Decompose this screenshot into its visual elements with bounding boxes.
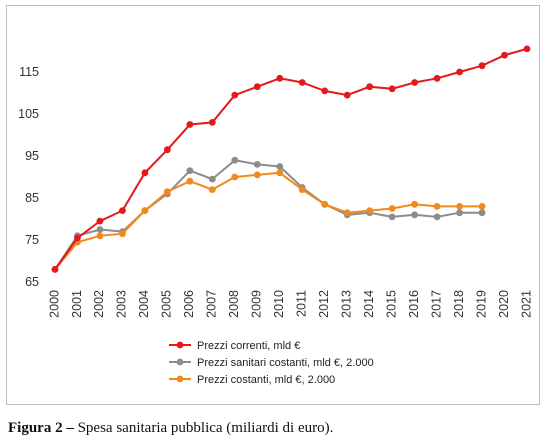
- legend-swatch-marker: [176, 375, 184, 383]
- data-point: [231, 156, 239, 164]
- data-point: [119, 230, 126, 238]
- x-tick-label: 2006: [182, 290, 196, 318]
- data-point: [231, 91, 239, 99]
- caption-label: Figura 2 –: [8, 420, 74, 436]
- legend-label: Prezzi sanitari costanti, mld €, 2.000: [197, 357, 374, 369]
- data-point: [433, 203, 441, 210]
- data-point: [276, 169, 284, 177]
- series-line-prezzi-costanti-mld-2-000: [54, 171, 482, 271]
- x-tick-label: 2009: [250, 290, 264, 318]
- data-point: [478, 62, 486, 70]
- x-tick-label: 2005: [160, 290, 174, 318]
- data-point: [141, 207, 149, 215]
- x-tick-label: 2000: [47, 290, 61, 318]
- data-point: [276, 163, 284, 170]
- data-point: [343, 91, 351, 99]
- x-tick-label: 2017: [429, 290, 443, 318]
- data-point: [208, 119, 216, 126]
- legend-swatch-marker: [176, 341, 184, 349]
- data-point: [298, 186, 306, 194]
- data-point: [253, 161, 261, 168]
- data-point: [96, 217, 104, 225]
- data-point: [433, 213, 441, 221]
- data-point: [478, 203, 486, 210]
- x-tick-label: 2018: [452, 290, 466, 318]
- data-point: [388, 205, 396, 212]
- data-point: [253, 171, 261, 179]
- x-tick-label: 2020: [497, 290, 511, 318]
- x-tick-label: 2007: [205, 290, 219, 318]
- data-point: [96, 226, 104, 233]
- data-point: [141, 169, 149, 177]
- legend-label: Prezzi costanti, mld €, 2.000: [197, 374, 335, 386]
- data-point: [253, 83, 261, 91]
- data-point: [366, 207, 374, 215]
- data-point: [478, 209, 486, 217]
- data-point: [456, 203, 463, 210]
- data-point: [366, 83, 374, 91]
- x-tick-label: 2014: [362, 290, 376, 318]
- data-point: [411, 211, 419, 219]
- x-tick-label: 2001: [70, 290, 84, 318]
- y-tick-label: 95: [25, 149, 39, 163]
- legend-label: Prezzi correnti, mld €: [197, 340, 300, 352]
- y-tick-label: 105: [18, 107, 39, 121]
- x-tick-label: 2011: [295, 290, 309, 317]
- data-point: [119, 207, 126, 215]
- data-point: [501, 51, 508, 59]
- data-point: [163, 188, 171, 196]
- data-point: [433, 74, 441, 82]
- data-point: [186, 167, 194, 175]
- data-point: [186, 177, 194, 185]
- data-point: [456, 209, 463, 217]
- data-point: [208, 186, 216, 194]
- x-tick-label: 2010: [272, 290, 286, 318]
- data-point: [298, 79, 306, 86]
- data-point: [321, 200, 329, 208]
- data-point: [51, 266, 59, 273]
- legend: Prezzi correnti, mld € Prezzi sanitari co…: [169, 340, 374, 386]
- x-tick-label: 2008: [227, 290, 241, 318]
- data-point: [208, 175, 216, 183]
- data-point: [388, 213, 396, 221]
- data-point: [321, 87, 329, 95]
- x-tick-label: 2013: [339, 290, 353, 318]
- data-point: [411, 79, 419, 86]
- data-point: [343, 209, 351, 217]
- series-line-prezzi-sanitari-costanti-mld-2-000: [54, 159, 482, 270]
- x-tick-label: 2019: [474, 290, 488, 318]
- x-tick-label: 2016: [407, 290, 421, 318]
- legend-swatch-marker: [176, 358, 184, 366]
- data-point: [231, 173, 239, 181]
- y-tick-label: 65: [25, 275, 39, 289]
- data-point: [523, 45, 531, 53]
- x-axis-ticks: 2000 2001 2002 2003 2004 2005 2006 2007 2008 2009…: [47, 290, 533, 318]
- data-point: [163, 146, 171, 154]
- y-axis-ticks: 65 75 85 95 105 115: [18, 65, 39, 289]
- series-line-prezzi-correnti-mld: [54, 47, 528, 270]
- y-tick-label: 75: [25, 233, 39, 247]
- x-tick-label: 2012: [317, 290, 331, 318]
- data-point: [96, 232, 104, 240]
- data-point: [74, 234, 81, 242]
- x-tick-label: 2004: [137, 290, 151, 318]
- caption-text: Spesa sanitaria pubblica (miliardi di eu…: [77, 420, 334, 436]
- chart-frame: 65 75 85 95 105 115 2000 2001 2002 2003 2004 2005 2…: [6, 5, 540, 405]
- figure-caption: Figura 2 – Spesa sanitaria pubblica (mil…: [8, 420, 333, 437]
- data-point: [411, 200, 419, 208]
- y-tick-label: 85: [25, 191, 39, 205]
- data-point: [388, 85, 396, 93]
- x-tick-label: 2003: [115, 290, 129, 318]
- y-tick-label: 115: [19, 65, 39, 79]
- x-tick-label: 2002: [92, 290, 106, 318]
- x-tick-label: 2021: [519, 290, 533, 318]
- x-tick-label: 2015: [384, 290, 398, 318]
- data-point: [276, 74, 284, 82]
- data-point: [456, 68, 463, 76]
- series-layer: [51, 45, 531, 273]
- data-point: [186, 121, 194, 128]
